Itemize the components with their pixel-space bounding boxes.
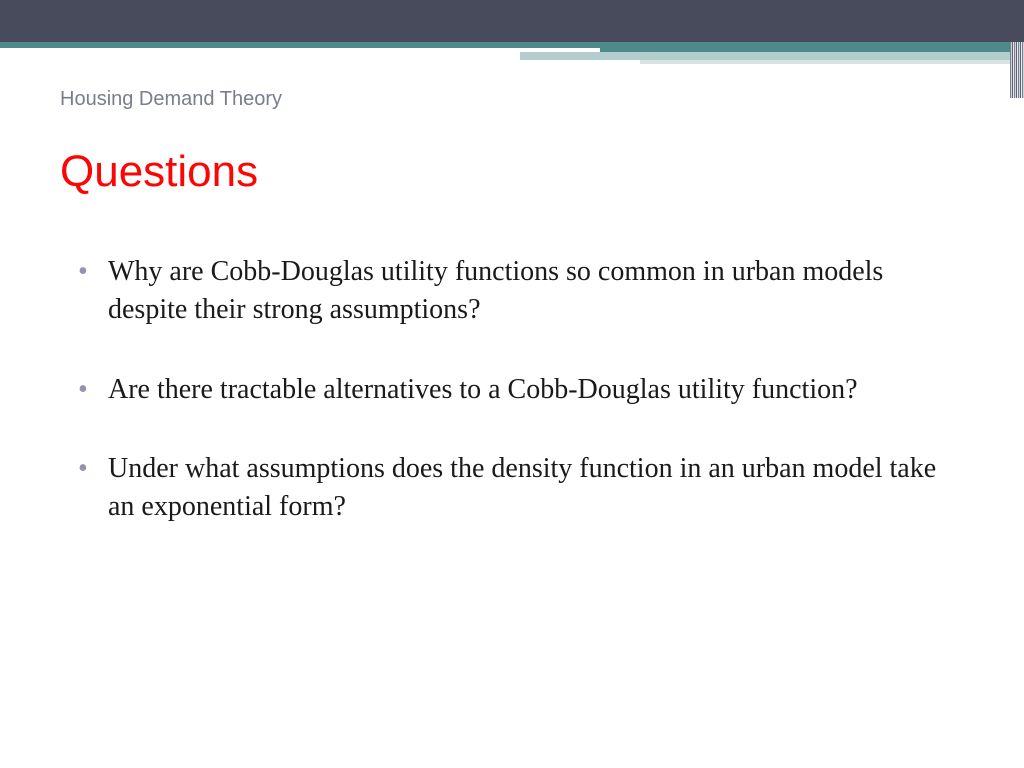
list-item: Why are Cobb-Douglas utility functions s… xyxy=(104,253,964,329)
accent-row xyxy=(0,42,1024,56)
breadcrumb: Housing Demand Theory xyxy=(60,88,964,111)
accent-light-bar xyxy=(520,52,1012,60)
accent-light-bar-2 xyxy=(640,60,1012,64)
edge-stripes xyxy=(1010,42,1024,98)
top-band xyxy=(0,0,1024,42)
bullet-list: Why are Cobb-Douglas utility functions s… xyxy=(60,253,964,526)
accent-teal-right xyxy=(600,42,1012,52)
accent-teal-left xyxy=(0,42,600,48)
slide-heading: Questions xyxy=(60,147,964,197)
list-item: Under what assumptions does the density … xyxy=(104,450,964,526)
list-item: Are there tractable alternatives to a Co… xyxy=(104,371,964,409)
slide-content: Housing Demand Theory Questions Why are … xyxy=(0,56,1024,608)
